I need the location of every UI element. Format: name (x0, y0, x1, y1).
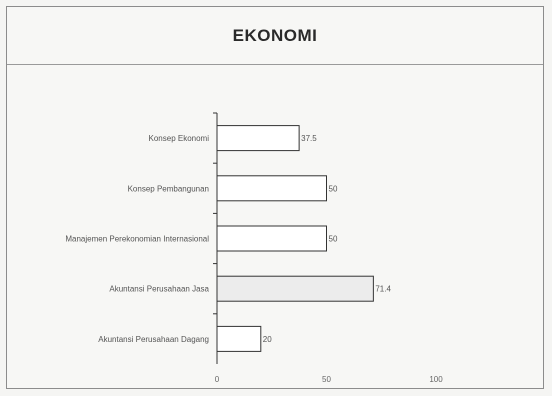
bars-group: Konsep Ekonomi 37.5 Konsep Pembangunan 50 Ma… (65, 125, 391, 352)
x-tick-label: 50 (322, 375, 331, 384)
axes-group: 0 50 100 (213, 112, 443, 384)
category-label: Konsep Ekonomi (149, 134, 210, 143)
data-label: 50 (329, 184, 338, 193)
bar (216, 125, 300, 152)
bar (216, 225, 327, 252)
bar (216, 325, 262, 352)
category-label: Akuntansi Perusahaan Dagang (98, 335, 209, 344)
chart-title-box: EKONOMI (7, 7, 543, 65)
category-label: Manajemen Perekonomian Internasional (65, 235, 209, 244)
data-label: 37.5 (301, 134, 317, 143)
data-label: 20 (263, 335, 272, 344)
category-label: Konsep Pembangunan (128, 184, 209, 193)
bar (216, 175, 327, 202)
x-tick-label: 100 (429, 375, 443, 384)
category-label: Akuntansi Perusahaan Jasa (109, 285, 209, 294)
chart-title: EKONOMI (232, 25, 318, 45)
bar (216, 275, 374, 302)
data-label: 71.4 (375, 285, 391, 294)
data-label: 50 (329, 235, 338, 244)
x-tick-label: 0 (215, 375, 220, 384)
